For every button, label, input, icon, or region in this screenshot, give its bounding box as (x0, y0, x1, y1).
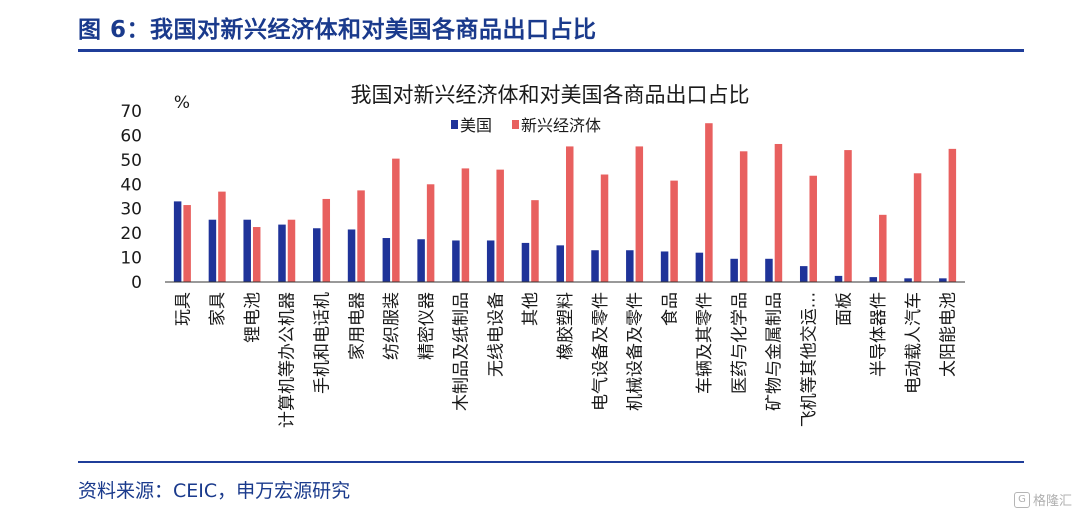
bar-us (834, 275, 843, 282)
category-label: 飞机等其他交运... (799, 292, 819, 427)
bar-emerging (739, 151, 748, 282)
bar-us (869, 277, 878, 282)
category-label: 无线电设备 (486, 292, 506, 377)
bar-emerging (600, 174, 609, 282)
bar-us (208, 219, 217, 282)
category-label: 纺织服装 (382, 292, 402, 360)
chart-title: 我国对新兴经济体和对美国各商品出口占比 (351, 83, 750, 107)
bar-us (904, 278, 912, 282)
source-note: 资料来源：CEIC，申万宏源研究 (78, 480, 351, 502)
bar-us (347, 229, 356, 282)
watermark-logo-icon: G (1013, 491, 1030, 508)
top-rule (78, 49, 1024, 52)
legend-swatch-emerging (512, 120, 519, 129)
y-tick-label: 30 (120, 200, 142, 220)
category-label: 其他 (521, 292, 541, 326)
bar-us (382, 238, 391, 282)
watermark-text: 格隆汇 (1032, 494, 1072, 509)
bar-emerging (809, 175, 817, 282)
bar-us (313, 228, 321, 282)
bottom-rule (78, 461, 1024, 463)
category-label: 食品 (660, 292, 680, 326)
category-label: 橡胶塑料 (556, 292, 576, 360)
y-axis-ticks: 0 10 20 30 40 50 60 70 (120, 102, 142, 293)
y-tick-label: 0 (131, 273, 142, 293)
watermark: G 格隆汇 (1013, 490, 1072, 509)
bar-us (452, 240, 460, 282)
bar-emerging (218, 191, 226, 282)
bar-emerging (183, 205, 191, 282)
bar-emerging (635, 146, 644, 282)
y-tick-label: 50 (120, 151, 142, 171)
bar-us (939, 278, 947, 282)
bar-emerging (392, 158, 400, 282)
legend-swatch-us (451, 120, 458, 129)
figure-title: 图 6：我国对新兴经济体和对美国各商品出口占比 (78, 17, 597, 43)
bar-emerging (566, 146, 574, 282)
bar-emerging (461, 168, 470, 282)
bar-emerging (496, 169, 504, 282)
bar-us (695, 252, 704, 282)
bar-us (556, 245, 564, 282)
category-label: 木制品及纸制品 (452, 292, 472, 411)
bar-emerging (252, 227, 261, 282)
bar-emerging (774, 143, 783, 282)
bar-emerging (913, 173, 922, 282)
legend-label-emerging: 新兴经济体 (521, 116, 601, 135)
legend-label-us: 美国 (460, 116, 492, 135)
category-labels: 玩具 家具 锂电池 计算机等办公机器 手机和电话机 家用电器 纺织服装 精密仪器 木制品及纸制品… (173, 292, 958, 428)
category-label: 电气设备及零件 (591, 292, 611, 411)
bar-us (660, 251, 669, 282)
bar-emerging (357, 190, 365, 282)
bar-emerging (531, 200, 539, 282)
category-label: 车辆及其零件 (695, 292, 715, 394)
bar-us (521, 242, 530, 282)
bar-us (173, 201, 182, 282)
bars (173, 123, 957, 282)
bar-emerging (705, 123, 713, 282)
category-label: 矿物与金属制品 (765, 292, 785, 411)
bar-us (243, 219, 251, 282)
bar-us (417, 239, 425, 282)
category-label: 计算机等办公机器 (278, 292, 298, 428)
bar-emerging (948, 148, 957, 282)
bar-emerging (322, 198, 331, 282)
bar-emerging (844, 150, 852, 282)
bar-us (591, 250, 599, 282)
category-label: 玩具 (173, 292, 193, 326)
category-label: 太阳能电池 (939, 292, 959, 377)
bar-us (626, 250, 634, 282)
bar-us (278, 224, 286, 282)
category-label: 家具 (208, 292, 228, 326)
bar-emerging (287, 219, 296, 282)
y-tick-label: 60 (120, 126, 142, 146)
y-tick-label: 40 (120, 175, 142, 195)
y-axis-label: % (174, 93, 190, 113)
category-label: 机械设备及零件 (626, 292, 646, 411)
bar-us (486, 240, 495, 282)
category-label: 医药与化学品 (730, 292, 750, 394)
category-label: 手机和电话机 (313, 292, 333, 394)
category-label: 家用电器 (347, 292, 367, 360)
legend: 美国 新兴经济体 (451, 116, 601, 135)
y-tick-label: 70 (120, 102, 142, 122)
category-label: 锂电池 (243, 292, 263, 343)
bar-emerging (879, 214, 887, 282)
category-label: 半导体器件 (869, 292, 889, 377)
category-label: 面板 (834, 292, 854, 326)
y-tick-label: 10 (120, 249, 142, 269)
category-label: 精密仪器 (417, 292, 437, 360)
y-tick-label: 20 (120, 224, 142, 244)
bar-emerging (426, 184, 435, 282)
bar-emerging (670, 180, 678, 282)
bar-us (799, 266, 808, 282)
bar-us (730, 258, 738, 282)
bar-us (765, 258, 773, 282)
category-label: 电动载人汽车 (904, 292, 924, 394)
bar-chart: 我国对新兴经济体和对美国各商品出口占比 % 美国 新兴经济体 0 10 20 30 40 5… (120, 83, 965, 428)
